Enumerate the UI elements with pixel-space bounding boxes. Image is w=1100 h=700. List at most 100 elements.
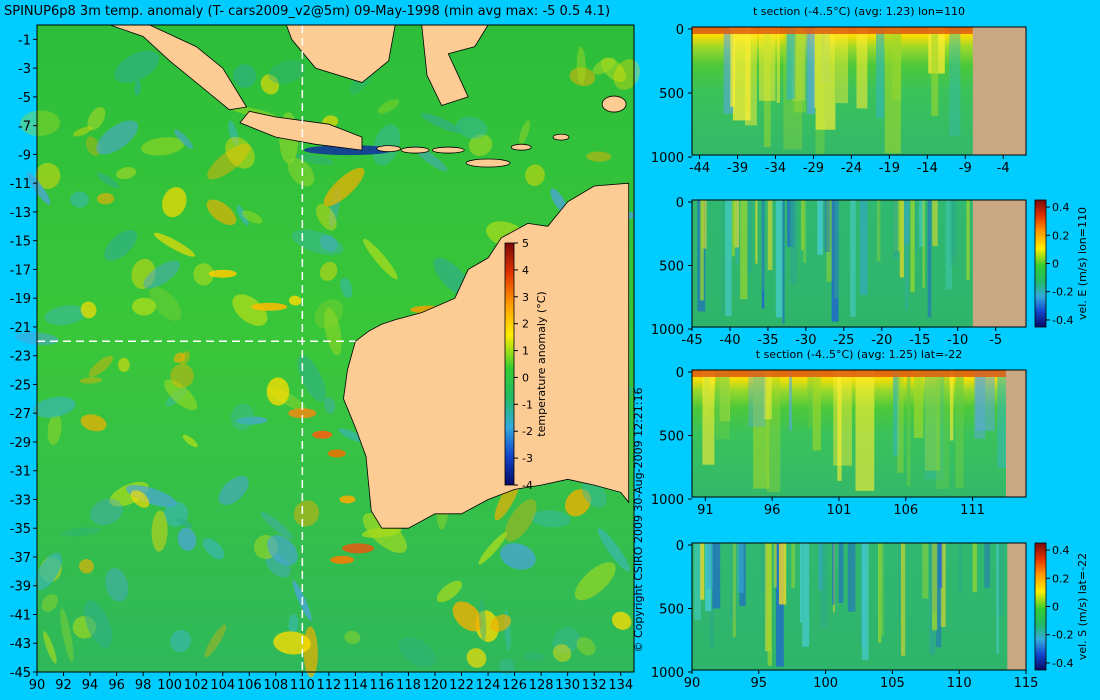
eddy [132, 297, 156, 316]
y-tick-label: -17 [10, 263, 31, 278]
section-streak [721, 200, 725, 314]
section-streak [955, 370, 964, 489]
section-streak [790, 200, 797, 285]
section-streak [899, 200, 904, 278]
section-streak [951, 200, 956, 258]
section-streak [893, 370, 900, 456]
eddy [41, 594, 58, 612]
eddy [519, 120, 530, 145]
section-streak [807, 27, 815, 115]
land-island [552, 133, 570, 141]
colorbar-ramp [504, 242, 515, 486]
y-tick-label: 0 [676, 23, 684, 38]
x-tick-label: 110 [947, 676, 972, 691]
section-streak [701, 200, 707, 249]
section-streak [975, 370, 995, 431]
section-streak [824, 200, 831, 252]
eddy [293, 500, 320, 527]
section-land [972, 200, 1026, 327]
eddy [530, 510, 571, 528]
x-tick-label: -20 [871, 333, 892, 348]
section-streak [694, 543, 701, 621]
land-sumatra [109, 24, 248, 111]
land-island [376, 145, 401, 153]
colorbar-label: temperature anomaly (°C) [535, 291, 548, 436]
section-streak [732, 27, 751, 121]
eddy [455, 116, 488, 139]
y-tick-label: 0 [676, 366, 684, 381]
section-streak [861, 543, 869, 661]
section-streak [748, 370, 766, 427]
x-tick-label: 90 [684, 676, 701, 691]
section-streak [820, 543, 828, 628]
section-streak [759, 27, 776, 101]
y-tick-label: 1000 [651, 323, 684, 338]
colorbar-tick-label: -3 [522, 452, 533, 465]
x-tick-label: 116 [370, 678, 395, 693]
eddy [233, 64, 257, 88]
section-streak [832, 543, 835, 605]
colorbar-tick-label: -4 [522, 479, 533, 492]
eddy [319, 261, 338, 281]
section-panel-t-section-lat-22: t section (-4..5°C) (avg: 1.25) lat=-22 9… [651, 348, 1027, 518]
x-tick-label: 92 [55, 678, 72, 693]
eddy [35, 162, 61, 189]
section-streak [856, 27, 868, 109]
x-tick-label: 120 [423, 678, 448, 693]
warm-filament [208, 269, 237, 278]
x-tick-label: 112 [316, 678, 341, 693]
section-streak [794, 27, 810, 101]
colorbar-tick-label: 2 [522, 318, 529, 331]
x-tick-label: -5 [989, 333, 1002, 348]
section-streak [764, 370, 772, 420]
section-land [1007, 543, 1026, 670]
section-streak [761, 200, 765, 291]
section-streak [949, 27, 961, 137]
x-tick-label: 96 [764, 503, 781, 518]
section-streak [925, 370, 940, 471]
section-streak [789, 370, 792, 431]
section-streak [940, 543, 946, 628]
section-streak [905, 200, 909, 310]
eddy [26, 172, 51, 205]
land-sulawesi [421, 24, 489, 106]
section-streak [767, 200, 773, 270]
section-streak [901, 543, 906, 656]
section-streak [915, 200, 918, 255]
eddy [143, 260, 181, 289]
y-tick-label: 500 [659, 87, 684, 102]
eddy [225, 137, 255, 169]
eddy [193, 263, 214, 286]
eddy [33, 396, 76, 418]
section-streak [922, 200, 925, 288]
eddy [525, 164, 545, 186]
warm-filament [288, 408, 317, 419]
eddy [266, 377, 290, 406]
eddy [586, 151, 612, 162]
section-streak [815, 27, 836, 130]
colorbar-tick-label: 0 [522, 371, 529, 384]
x-tick-label: -45 [681, 333, 702, 348]
colorbar-tick-label: 0 [1052, 258, 1059, 271]
section-streak [802, 543, 810, 647]
eddy [420, 112, 462, 133]
y-tick-label: -27 [10, 407, 31, 422]
x-tick-label: -39 [727, 161, 748, 176]
eddy [104, 229, 138, 261]
section-streak [745, 27, 757, 126]
x-tick-label: -19 [879, 161, 900, 176]
x-tick-label: 100 [813, 676, 838, 691]
y-tick-label: -25 [10, 378, 31, 393]
x-tick-label: -10 [947, 333, 968, 348]
eddy [84, 600, 113, 648]
section-streak [931, 27, 939, 116]
y-tick-label: -3 [18, 62, 31, 77]
x-tick-label: 106 [237, 678, 262, 693]
y-tick-label: 500 [659, 430, 684, 445]
section-frame [691, 542, 1027, 671]
eddy [260, 512, 293, 540]
x-tick-label: -9 [959, 161, 972, 176]
section-streak [847, 543, 856, 612]
